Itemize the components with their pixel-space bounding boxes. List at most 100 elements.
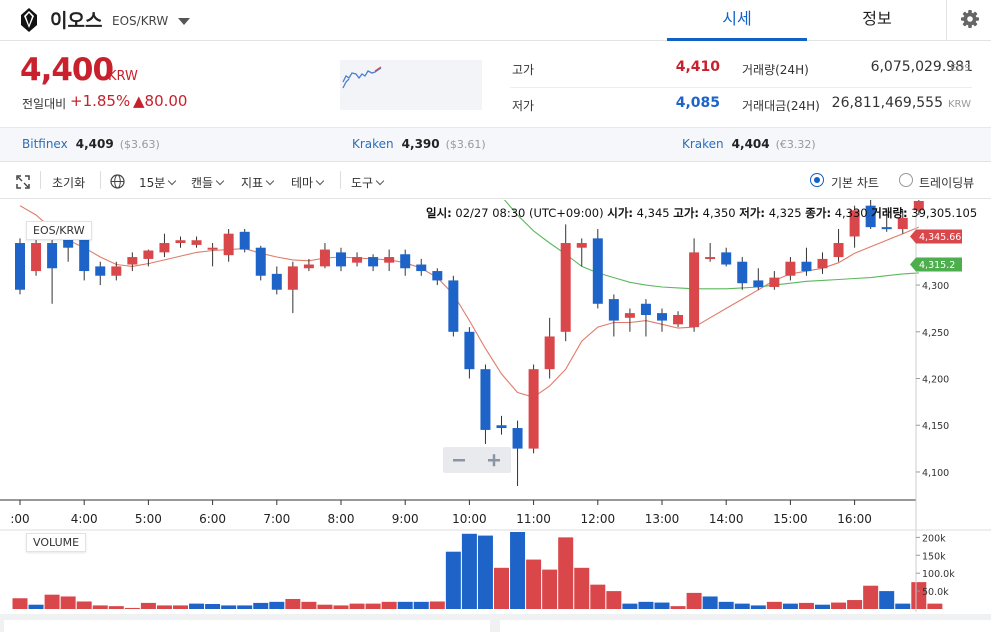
volume-bar (638, 601, 654, 609)
change-label: 전일대비 (22, 97, 67, 111)
coin-name: 이오스 (50, 10, 103, 32)
x-tick-label: 11:00 (516, 512, 551, 526)
change-rate: +1.85% (70, 92, 131, 110)
price-chart[interactable]: :00 4:00 5:00 6:00 7:00 8:00 9:00 10:00 11:00 12:… (0, 200, 991, 614)
volume-bar (189, 603, 205, 609)
volume-value: 6,075,029.981 (870, 59, 973, 75)
candle-body (319, 249, 330, 267)
x-tick-label: 15:00 (773, 512, 808, 526)
amount-value: 26,811,469,555 (831, 95, 943, 111)
candle-body (657, 313, 667, 321)
vol-tick-label: 50.0k (922, 587, 949, 598)
x-tick-label: :00 (10, 512, 29, 526)
volume-bar (445, 551, 461, 609)
header-bar (0, 0, 991, 41)
reset-button[interactable]: 초기화 (52, 176, 86, 190)
volume-bar (317, 604, 333, 609)
volume-bar (542, 569, 558, 609)
volume-bar (12, 598, 28, 609)
theme-dropdown[interactable]: 테마 (291, 174, 325, 191)
volume-bar (574, 567, 590, 609)
volume-bar (221, 605, 237, 609)
volume-bar (285, 598, 301, 609)
volume-bar (173, 605, 188, 609)
candle-body (673, 314, 684, 325)
candle-body (159, 243, 170, 253)
tradingview-label[interactable]: 트레이딩뷰 (919, 176, 975, 190)
volume-bar (60, 596, 76, 609)
candle-body (15, 243, 25, 290)
ma-long-tag: 4,315.2 (919, 260, 955, 271)
candle-body (400, 254, 411, 269)
indicator-dropdown[interactable]: 지표 (241, 174, 275, 191)
stat-divider (510, 87, 972, 88)
low-label: 저가 (512, 99, 535, 113)
candle-body (63, 233, 74, 248)
candle-body (207, 247, 218, 250)
candle-body (79, 238, 90, 272)
candle-body (624, 313, 635, 318)
candle-body (384, 257, 395, 263)
candle-body (127, 257, 138, 265)
volume-bar (349, 603, 365, 609)
exchange-item[interactable]: Bitfinex 4,409 ($3.63) (22, 137, 160, 151)
candle-body (480, 369, 491, 430)
volume-label: VOLUME (26, 533, 87, 552)
tradingview-radio[interactable] (899, 173, 913, 187)
candle-dropdown[interactable]: 캔들 (191, 174, 225, 191)
candle-body (95, 266, 106, 276)
candle-body (608, 299, 619, 321)
volume-bar (927, 603, 943, 609)
y-tick-label: 4,150 (922, 421, 949, 432)
volume-bar (365, 603, 381, 609)
volume-bar (76, 601, 92, 609)
candle-body (47, 243, 58, 269)
exchange-item[interactable]: Kraken 4,390 ($3.61) (352, 137, 486, 151)
chevron-down-icon (215, 176, 225, 186)
volume-bar (847, 600, 863, 609)
fullscreen-icon[interactable] (16, 175, 30, 189)
ma-short-tag-bg (910, 229, 962, 244)
candle-body (592, 238, 603, 304)
coin-dropdown-chevron-icon[interactable] (178, 18, 190, 25)
volume-bar (526, 559, 542, 609)
candle-body (223, 233, 234, 256)
volume-bar (253, 602, 269, 609)
volume-bar (44, 594, 60, 609)
tab-info[interactable]: 정보 (862, 9, 892, 28)
exchange-item[interactable]: Kraken 4,404 (€3.32) (682, 137, 816, 151)
tab-price[interactable]: 시세 (667, 0, 807, 41)
tools-dropdown[interactable]: 도구 (351, 174, 385, 191)
volume-bar (108, 606, 124, 609)
volume-bar (461, 533, 477, 609)
candle-body (640, 303, 651, 315)
candle-body (913, 200, 924, 211)
basic-chart-label[interactable]: 기본 차트 (831, 176, 879, 190)
volume-bar (766, 601, 782, 609)
x-tick-label: 8:00 (328, 512, 355, 526)
candle-body (191, 240, 202, 245)
candle-body (336, 252, 346, 267)
candle-body (448, 280, 459, 332)
x-tick-label: 9:00 (392, 512, 419, 526)
chevron-down-icon (168, 176, 177, 186)
zoom-out-icon[interactable] (453, 459, 465, 462)
volume-bar (333, 605, 349, 609)
candle-body (833, 243, 844, 258)
volume-bar (494, 567, 509, 609)
vol-tick-label: 150k (922, 551, 946, 562)
interval-dropdown[interactable]: 15분 (139, 174, 177, 191)
candle-body (689, 252, 700, 328)
price-unit: KRW (108, 69, 138, 84)
candle-body (560, 243, 571, 332)
basic-chart-radio[interactable] (810, 173, 824, 187)
volume-bar (654, 602, 670, 609)
candle-body (512, 428, 523, 449)
candle-body (416, 264, 427, 272)
candle-body (865, 205, 876, 228)
volume-bar (831, 602, 847, 609)
globe-icon[interactable] (110, 174, 125, 189)
y-tick-label: 4,200 (922, 375, 949, 386)
settings-button[interactable] (946, 0, 991, 41)
candle-body (496, 425, 507, 429)
